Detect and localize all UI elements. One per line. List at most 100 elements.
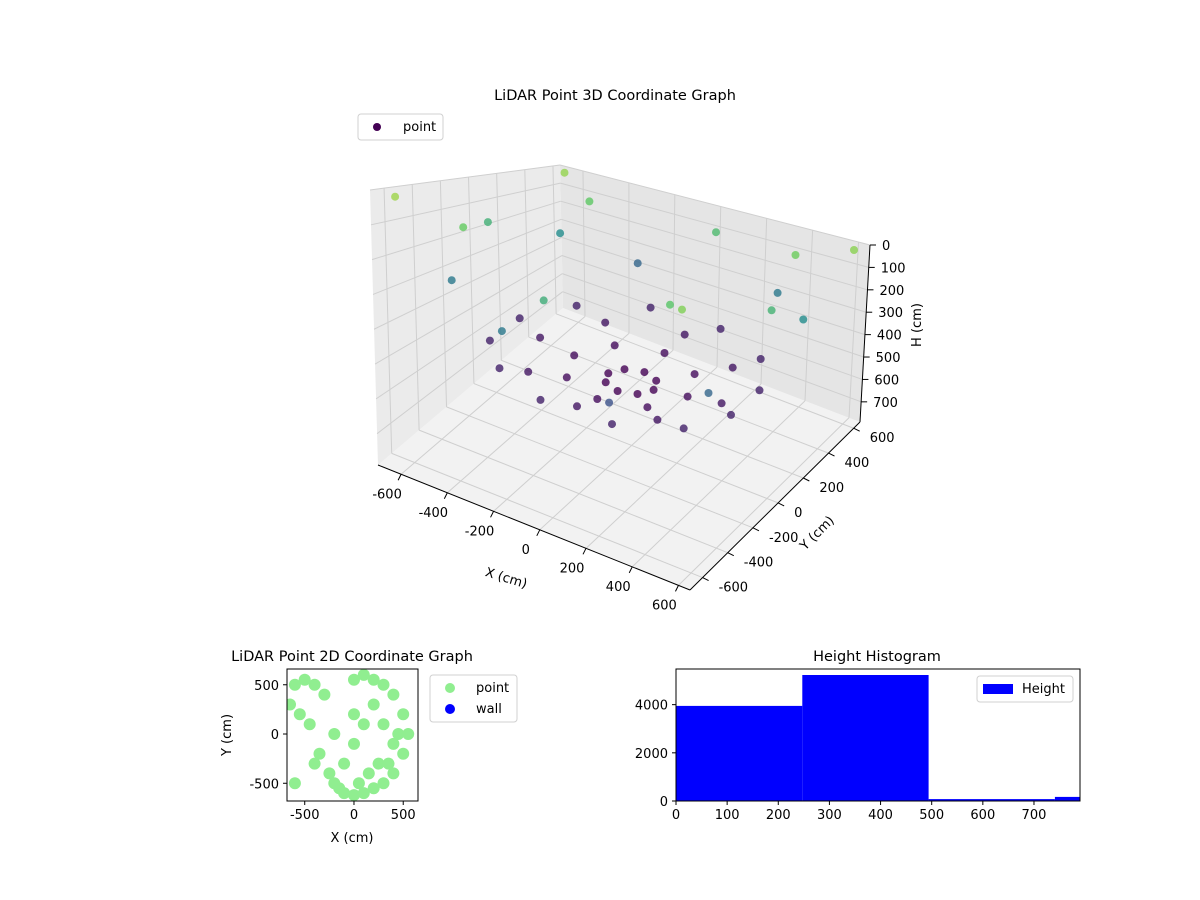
point-3d <box>593 395 602 403</box>
chart-3d-xlabel: X (cm) <box>483 565 529 592</box>
grid-floor-y <box>501 359 804 479</box>
grid-left-y <box>524 169 530 338</box>
y-tick-label: 0 <box>660 795 668 810</box>
point-3d <box>536 333 545 342</box>
point-3d <box>495 364 504 373</box>
point-3d <box>717 399 726 408</box>
z-tick-label: 0 <box>882 239 890 254</box>
grid-back-z <box>560 182 869 268</box>
ticks-group-histogram: 0 100 200 300 400 500 600 700 0 2000 4000 <box>635 699 1046 823</box>
pane-back-wall <box>560 165 870 422</box>
y-tick-label: 600 <box>870 431 895 446</box>
point-3d <box>483 218 492 227</box>
point-3d <box>712 228 720 237</box>
point-3d <box>666 300 674 309</box>
point-2d <box>372 757 385 770</box>
grid-left-z <box>369 164 561 191</box>
point-3d <box>572 301 581 310</box>
point-2d <box>338 757 351 770</box>
point-3d <box>610 341 619 350</box>
x-tick-label: -600 <box>372 487 402 502</box>
x-tick-label: 600 <box>970 808 995 823</box>
x-tick-label: -200 <box>465 524 495 539</box>
grid-floor-x <box>678 417 850 586</box>
grid-floor-y <box>418 429 728 554</box>
pane-floor <box>378 308 860 590</box>
point-2d <box>382 757 395 770</box>
point-3d <box>570 351 579 360</box>
point-3d <box>601 378 610 387</box>
point-3d <box>755 386 764 395</box>
x-tick-label: -500 <box>290 808 320 823</box>
point-3d <box>679 424 688 433</box>
grid-back-x <box>848 242 860 418</box>
legend-3d-point-marker <box>373 123 381 131</box>
point-2d <box>288 678 301 691</box>
point-3d <box>716 324 725 333</box>
point-2d <box>328 728 341 740</box>
point-3d <box>773 288 782 297</box>
z-tick-label: 300 <box>878 306 903 321</box>
point-3d <box>643 403 652 412</box>
point-2d <box>397 708 410 721</box>
points-group-2d <box>287 669 415 801</box>
z-tick-label: 100 <box>881 261 906 276</box>
point-2d <box>367 673 380 686</box>
legend-2d-point-marker <box>445 683 455 693</box>
x-tick-label: 200 <box>766 808 791 823</box>
point-3d <box>560 168 569 177</box>
x-tick-label: 0 <box>672 808 680 823</box>
y-tick-label: 0 <box>271 728 279 743</box>
point-3d <box>633 259 642 268</box>
point-3d <box>536 395 545 404</box>
y-tick-label: -400 <box>744 556 774 571</box>
x-tick-label: 600 <box>652 598 677 613</box>
point-2d <box>348 737 360 750</box>
point-3d <box>690 370 699 379</box>
point-3d <box>649 385 658 394</box>
point-3d <box>660 349 669 357</box>
x-tick-mark <box>490 511 495 518</box>
point-3d <box>678 305 686 314</box>
point-2d <box>333 782 346 795</box>
grid-left-z <box>374 255 563 365</box>
x-tick-mark <box>628 566 633 574</box>
grid-back-z <box>561 255 864 358</box>
point-3d <box>756 355 765 363</box>
grid-left-y <box>552 165 557 314</box>
point-2d <box>377 718 390 731</box>
grid-floor-y <box>391 452 703 579</box>
point-3d <box>485 336 494 345</box>
point-2d <box>357 787 370 800</box>
chart-3d-zlabel: H (cm) <box>910 303 925 347</box>
point-3d <box>704 389 713 397</box>
grid-floor-x <box>447 332 630 494</box>
x-tick-label: 500 <box>391 808 416 823</box>
bars-group <box>676 675 1080 801</box>
point-2d <box>303 718 316 731</box>
axes-group-3d: -600-400-2000200400600-600-400-200020040… <box>372 239 905 613</box>
x-tick-label: 500 <box>919 808 944 823</box>
z-axis-line <box>859 244 871 423</box>
x-tick-label: 700 <box>1022 808 1047 823</box>
x-tick-mark <box>582 548 587 555</box>
x-axis-line <box>377 464 691 591</box>
z-tick-label: 500 <box>876 351 901 366</box>
point-2d <box>293 708 306 721</box>
x-tick-mark <box>397 474 402 481</box>
grid-floor-y <box>446 406 754 529</box>
x-tick-mark <box>674 585 679 592</box>
y-tick-mark <box>727 552 735 557</box>
point-2d <box>348 708 360 721</box>
point-3d <box>573 402 581 411</box>
grid-left-y <box>411 184 420 431</box>
grid-back-z <box>562 273 863 380</box>
histogram-title: Height Histogram <box>813 649 941 665</box>
grid-back-x <box>672 194 676 351</box>
point-3d <box>608 420 616 429</box>
chart-2d-xlabel: X (cm) <box>331 831 374 846</box>
point-3d <box>767 306 776 315</box>
grid-left-z <box>370 182 561 226</box>
legend-histogram-label: Height <box>1022 682 1065 697</box>
